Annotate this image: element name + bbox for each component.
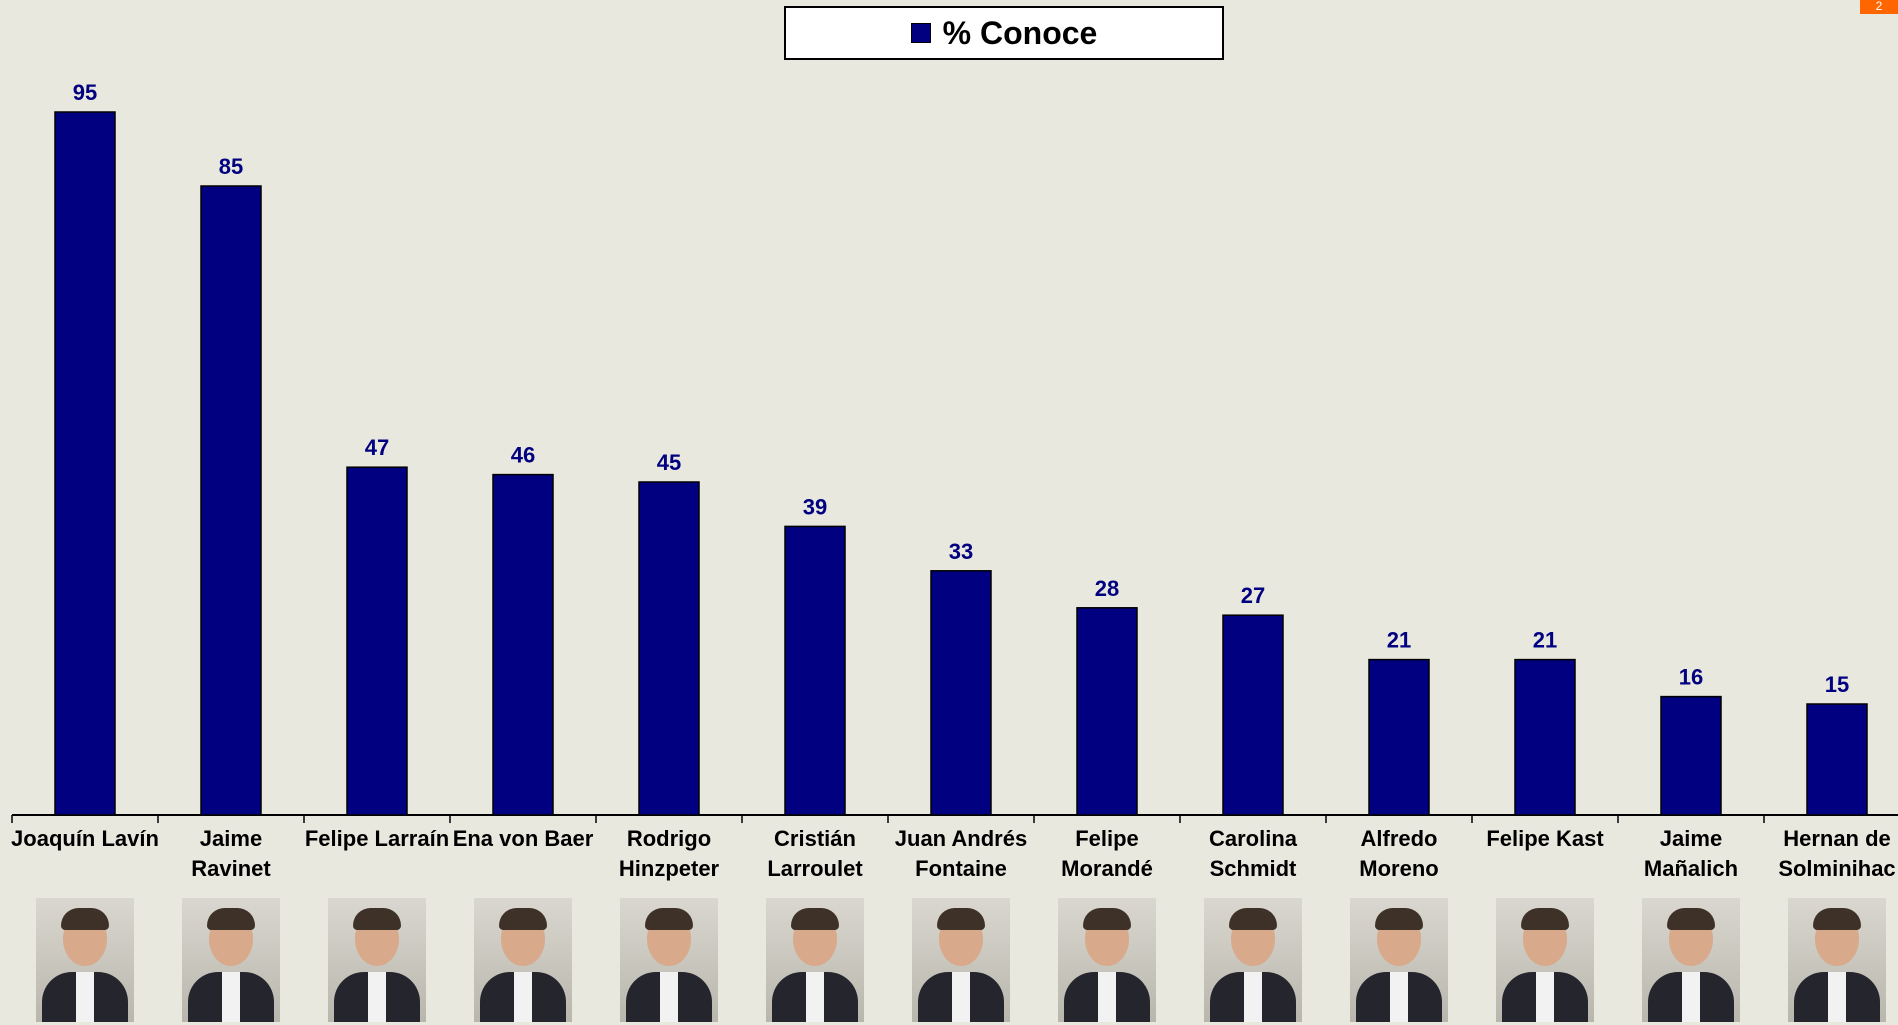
category-label: Cristián Larroulet [767,826,863,881]
data-label: 85 [219,154,243,179]
bar [200,185,262,816]
candidate-photo [1350,898,1448,1022]
data-label: 21 [1387,628,1411,653]
data-label: 39 [803,494,827,519]
bar [784,525,846,816]
candidate-photo [1058,898,1156,1022]
data-label: 45 [657,450,681,475]
bar [1368,658,1430,816]
bar [1076,607,1138,816]
page-number-badge: 2 [1860,0,1898,14]
bar [930,570,992,816]
legend-label: % Conoce [942,14,1098,51]
candidate-photo [328,898,426,1022]
candidate-photo [36,898,134,1022]
data-label: 21 [1533,628,1557,653]
category-label: Felipe Kast [1486,826,1604,851]
candidate-photo [912,898,1010,1022]
category-label: Rodrigo Hinzpeter [618,826,720,881]
bar [1806,703,1868,816]
data-label: 28 [1095,576,1119,601]
data-label: 27 [1241,583,1265,608]
data-label: 95 [73,80,97,105]
data-label: 15 [1825,672,1849,697]
category-label: Ena von Baer [452,826,594,851]
bar [1514,658,1576,816]
category-label: Felipe Morandé [1061,826,1153,881]
candidate-photo [182,898,280,1022]
category-label: Hernan de Solminihac [1778,826,1896,881]
bar [1222,614,1284,816]
category-label: Alfredo Moreno [1359,826,1439,881]
bar [1660,695,1722,816]
bar [492,473,554,816]
legend: % Conoce [784,6,1224,60]
category-label: Felipe Larraín [304,826,450,851]
category-label: Carolina Schmidt [1208,826,1298,881]
candidate-photo [1496,898,1594,1022]
category-label: Jaime Ravinet [191,826,271,881]
data-label: 47 [365,435,389,460]
candidate-photo [766,898,864,1022]
data-label: 33 [949,539,973,564]
candidate-photo [474,898,572,1022]
bar [54,111,116,816]
candidate-photo [1788,898,1886,1022]
category-label: Juan Andrés Fontaine [894,826,1028,881]
data-label: 16 [1679,665,1703,690]
category-label: Jaime Mañalich [1643,826,1739,881]
legend-swatch [910,23,931,43]
bar [638,481,700,816]
candidate-photo [1204,898,1302,1022]
candidate-photo [620,898,718,1022]
category-label: Joaquín Lavín [11,826,159,851]
bar [346,466,408,816]
data-label: 46 [511,443,535,468]
candidate-photo [1642,898,1740,1022]
